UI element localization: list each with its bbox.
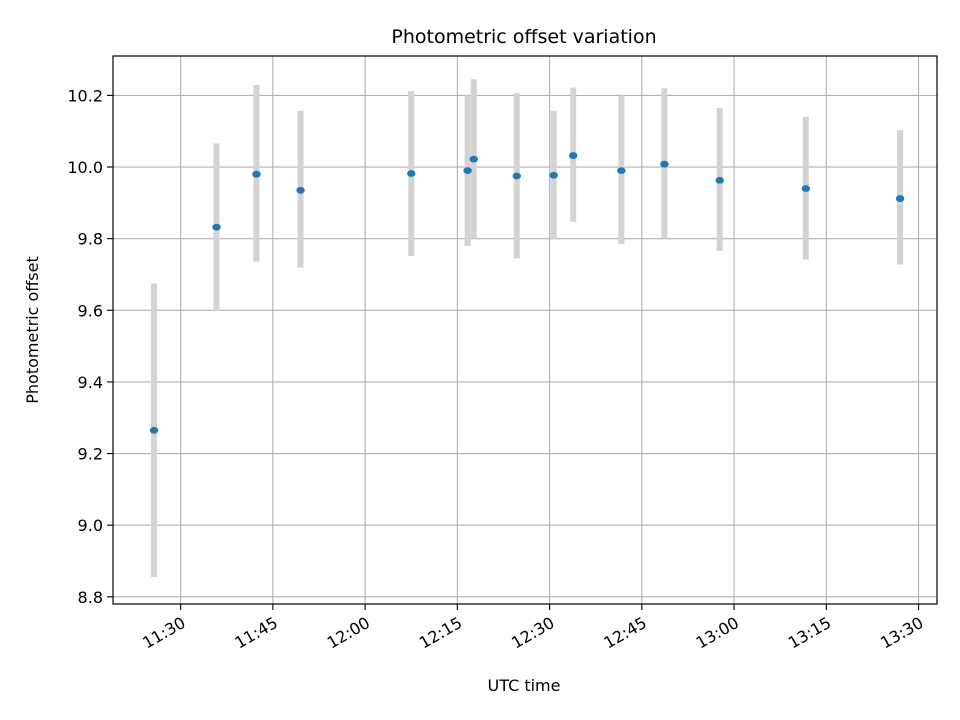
data-point — [512, 172, 522, 180]
data-point — [660, 160, 669, 168]
x-tick-label: 13:00 — [693, 613, 742, 653]
grid-lines — [113, 56, 937, 604]
data-point — [296, 186, 305, 194]
data-point — [895, 195, 905, 202]
x-tick-label: 11:30 — [139, 613, 188, 653]
y-tick-label: 10.0 — [67, 158, 103, 177]
data-point — [617, 167, 626, 175]
x-tick-label: 13:30 — [877, 613, 926, 653]
y-tick-label: 8.8 — [78, 588, 103, 607]
plot-frame — [112, 55, 938, 605]
x-axis-title: UTC time — [488, 676, 561, 695]
x-tick-label: 11:45 — [231, 613, 280, 653]
y-tick-label: 9.0 — [78, 516, 103, 535]
data-point — [407, 170, 416, 177]
y-tick-label: 9.2 — [78, 445, 103, 464]
x-tick-label: 12:45 — [600, 613, 649, 653]
data-point — [801, 185, 811, 192]
data-point — [549, 171, 558, 179]
x-tick-label: 12:30 — [508, 613, 557, 653]
data-point — [715, 176, 724, 184]
data-points — [149, 152, 905, 434]
error-bars — [150, 79, 904, 578]
y-tick-label: 10.2 — [67, 86, 103, 105]
x-tick-label: 12:15 — [416, 613, 465, 653]
chart-title: Photometric offset variation — [391, 26, 656, 48]
data-point — [149, 426, 159, 434]
data-point — [568, 152, 578, 159]
data-point — [463, 167, 472, 175]
data-point — [252, 170, 261, 178]
x-axis-ticks: 11:30 11:45 12:00 12:15 12:30 12:45 13:00 13:15… — [139, 604, 927, 653]
y-axis-title: Photometric offset — [23, 256, 42, 404]
data-point — [212, 223, 221, 231]
x-tick-label: 13:15 — [785, 613, 834, 653]
y-tick-label: 9.4 — [78, 373, 103, 392]
y-axis-ticks: 8.8 9.0 9.2 9.4 9.6 9.8 10.0 10.2 — [67, 86, 113, 607]
y-tick-label: 9.8 — [78, 230, 103, 249]
y-tick-label: 9.6 — [78, 301, 103, 320]
x-tick-label: 12:00 — [324, 613, 373, 653]
data-point — [469, 155, 478, 163]
